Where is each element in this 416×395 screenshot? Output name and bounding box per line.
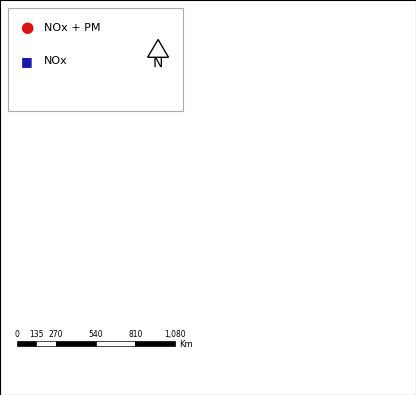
- Text: ●: ●: [20, 20, 34, 35]
- Text: 810: 810: [128, 329, 142, 339]
- Text: 540: 540: [88, 329, 103, 339]
- Text: 270: 270: [49, 329, 63, 339]
- Text: ■: ■: [21, 55, 33, 68]
- Text: NOx: NOx: [44, 56, 67, 66]
- Text: N: N: [153, 56, 163, 70]
- Text: 135: 135: [29, 329, 44, 339]
- Text: NOx + PM: NOx + PM: [44, 23, 100, 33]
- Text: Km: Km: [179, 340, 193, 349]
- Text: 1,080: 1,080: [164, 329, 186, 339]
- Text: 0: 0: [14, 329, 19, 339]
